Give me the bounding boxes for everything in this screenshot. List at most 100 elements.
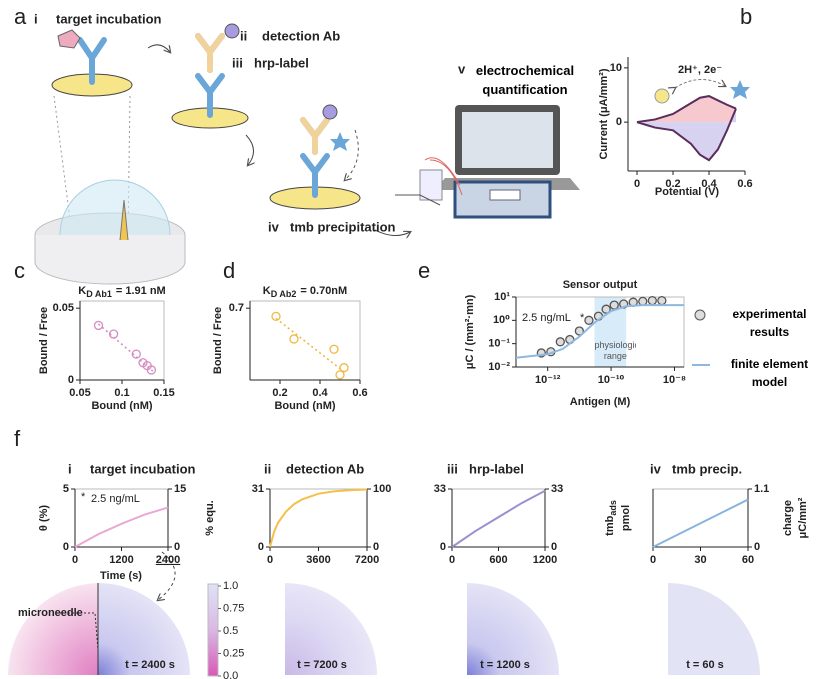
redox-arrow bbox=[675, 79, 725, 88]
point bbox=[555, 337, 565, 347]
chart-title: tmb precip. bbox=[672, 461, 742, 476]
x-tick-label: 0.6 bbox=[352, 387, 367, 399]
legend-marker bbox=[694, 309, 706, 321]
y-axis-label: Bound / Free bbox=[38, 307, 50, 374]
chart-title: target incubation bbox=[90, 461, 196, 476]
x-tick-label: 0 bbox=[267, 554, 273, 566]
screen bbox=[462, 112, 553, 168]
y-tick-label: 0 bbox=[616, 116, 622, 128]
line bbox=[451, 489, 546, 548]
colorbar bbox=[207, 583, 219, 677]
y-label-main: tmb bbox=[604, 515, 616, 535]
step-numeral: i bbox=[34, 11, 38, 26]
y2-tick-label: 15 bbox=[174, 483, 186, 495]
reduced-icon bbox=[654, 88, 670, 104]
band-label-box: physiological range bbox=[595, 340, 637, 361]
plot-frame bbox=[79, 300, 165, 381]
line bbox=[636, 95, 737, 124]
heatmap-left bbox=[7, 583, 98, 675]
y2-tick-label: 0 bbox=[551, 541, 557, 553]
point bbox=[271, 311, 281, 322]
y-tick-label: 0.05 bbox=[53, 302, 74, 314]
annotation: 2.5 ng/mL bbox=[91, 493, 140, 505]
point bbox=[601, 304, 611, 314]
y-tick-label: 0 bbox=[68, 374, 74, 386]
x-tick-label: 600 bbox=[489, 554, 507, 566]
antigen bbox=[57, 29, 81, 49]
time-label: t = 2400 s bbox=[125, 659, 175, 671]
x-tick-label: 3600 bbox=[306, 554, 330, 566]
panel-label: d bbox=[223, 258, 235, 283]
y2-axis-label: % equ. bbox=[204, 500, 216, 535]
x-tick-label: 10⁻⁸ bbox=[663, 374, 686, 386]
annotation-marker: * bbox=[580, 312, 585, 324]
x-tick-label: 2400 bbox=[156, 554, 180, 566]
colorbar-label: 0.5 bbox=[223, 625, 238, 637]
x-axis-label: Time (s) bbox=[100, 570, 142, 582]
chart-title: KD Ab2 = 0.70nM bbox=[263, 285, 347, 299]
point bbox=[329, 344, 339, 354]
y-axis-label: μC / (mm²·mn) bbox=[464, 294, 476, 369]
chart-numeral: i bbox=[68, 461, 72, 476]
legend-label: experimental results bbox=[732, 307, 807, 339]
legend-label-box: finite element model bbox=[730, 357, 809, 389]
dome bbox=[59, 179, 171, 236]
x-axis-label: Bound (nM) bbox=[91, 400, 152, 412]
microneedle-art bbox=[119, 199, 129, 241]
antibody bbox=[195, 33, 225, 118]
heatmap bbox=[98, 583, 190, 675]
panel-label: f bbox=[14, 426, 21, 451]
y2-tick-label: 0 bbox=[754, 541, 760, 553]
y2-tick-label: 1.1 bbox=[754, 483, 769, 495]
y2-tick-label: 100 bbox=[373, 483, 391, 495]
annotation-marker: * bbox=[81, 491, 86, 503]
y-tick-label: 0 bbox=[440, 541, 446, 553]
heatmap bbox=[668, 583, 760, 675]
panel-label: a bbox=[14, 4, 27, 29]
plot-frame bbox=[652, 488, 749, 548]
needle-label: microneedle bbox=[18, 607, 83, 619]
title-rest: = 0.70nM bbox=[300, 285, 347, 297]
y-tick-label: 10⁰ bbox=[493, 314, 510, 326]
title-rest: = 1.91 nM bbox=[116, 285, 166, 297]
x-tick-label: 0.4 bbox=[312, 387, 328, 399]
chart-numeral: iv bbox=[650, 461, 662, 476]
antibody bbox=[77, 37, 107, 85]
base-side bbox=[34, 235, 186, 285]
y-tick-label: 10⁻¹ bbox=[488, 338, 510, 350]
x-tick-label: 0 bbox=[634, 178, 640, 190]
step-label: detection Ab bbox=[262, 28, 340, 43]
step-label: hrp-label bbox=[254, 55, 309, 70]
x-axis-label: Bound (nM) bbox=[274, 400, 335, 412]
hrp bbox=[322, 104, 338, 120]
point bbox=[574, 326, 585, 336]
panel-label: b bbox=[740, 4, 752, 29]
time-label: t = 60 s bbox=[686, 659, 724, 671]
arrow bbox=[374, 229, 410, 236]
y-axis-label: Current (μA/mm²) bbox=[598, 68, 610, 159]
chart-title: Sensor output bbox=[563, 279, 638, 291]
time-label: t = 1200 s bbox=[480, 659, 530, 671]
arrow bbox=[245, 134, 254, 165]
y-tick-label: 0 bbox=[258, 541, 264, 553]
plot-frame bbox=[269, 488, 368, 548]
x-tick-label: 0.2 bbox=[272, 387, 287, 399]
legend-label: finite element model bbox=[730, 357, 809, 389]
x-tick-label: 0.15 bbox=[153, 387, 174, 399]
line bbox=[636, 108, 737, 162]
panel-label: e bbox=[418, 258, 430, 283]
potentiostat-frame bbox=[453, 180, 552, 219]
detection-ab bbox=[300, 117, 330, 155]
display bbox=[489, 189, 521, 201]
x-tick-label: 30 bbox=[694, 554, 706, 566]
x-tick-label: 1200 bbox=[109, 554, 133, 566]
cable bbox=[395, 194, 441, 206]
point bbox=[146, 365, 157, 375]
annotation: 2H⁺, 2e⁻ bbox=[678, 64, 722, 76]
x-tick-label: 0.2 bbox=[665, 178, 680, 190]
chart-numeral: iii bbox=[447, 461, 458, 476]
point bbox=[657, 295, 667, 306]
x-tick-label: 0 bbox=[449, 554, 455, 566]
line bbox=[269, 488, 368, 548]
